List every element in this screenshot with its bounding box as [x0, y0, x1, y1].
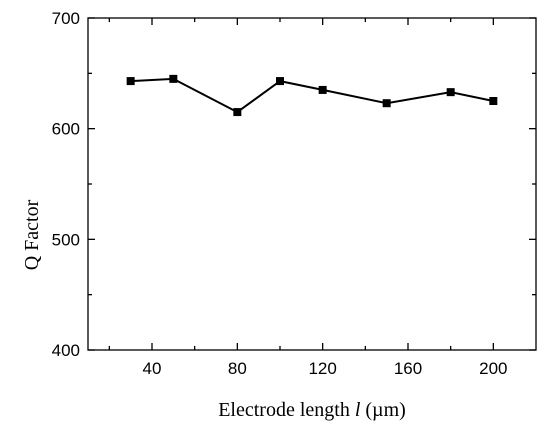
data-point: [318, 85, 327, 94]
series-line: [130, 77, 494, 114]
data-point: [489, 97, 498, 105]
y-axis-tick-labels: 400 500 600 700: [52, 9, 80, 360]
y-axis-title: Q Factor: [21, 199, 43, 270]
series-group: [126, 74, 498, 117]
x-axis-title-unit: (µm): [360, 399, 405, 421]
y-tick-label: 600: [52, 120, 80, 139]
x-axis-title-prefix: Electrode length: [218, 399, 355, 421]
x-axis-ticks: [108, 18, 494, 350]
x-tick-label: 40: [143, 359, 162, 378]
plot-frame: [87, 17, 537, 351]
y-tick-label: 700: [52, 9, 80, 28]
x-tick-label: 200: [479, 359, 507, 378]
x-tick-label: 80: [228, 359, 247, 378]
x-tick-label: 120: [308, 359, 336, 378]
y-tick-label: 500: [52, 230, 80, 249]
x-axis-title-variable: l: [355, 399, 361, 421]
data-point: [446, 88, 455, 97]
y-axis-ticks: [88, 17, 536, 351]
plot-border: [87, 17, 537, 351]
data-point: [126, 77, 135, 86]
x-tick-label: 160: [394, 359, 422, 378]
x-axis-title: Electrode length l (µm): [218, 399, 406, 421]
data-point: [382, 99, 391, 108]
data-point: [276, 77, 284, 86]
y-tick-label: 400: [52, 341, 80, 360]
x-axis-tick-labels: 40 80 120 160 200: [143, 359, 508, 378]
data-point: [233, 108, 242, 117]
data-point: [169, 74, 178, 83]
